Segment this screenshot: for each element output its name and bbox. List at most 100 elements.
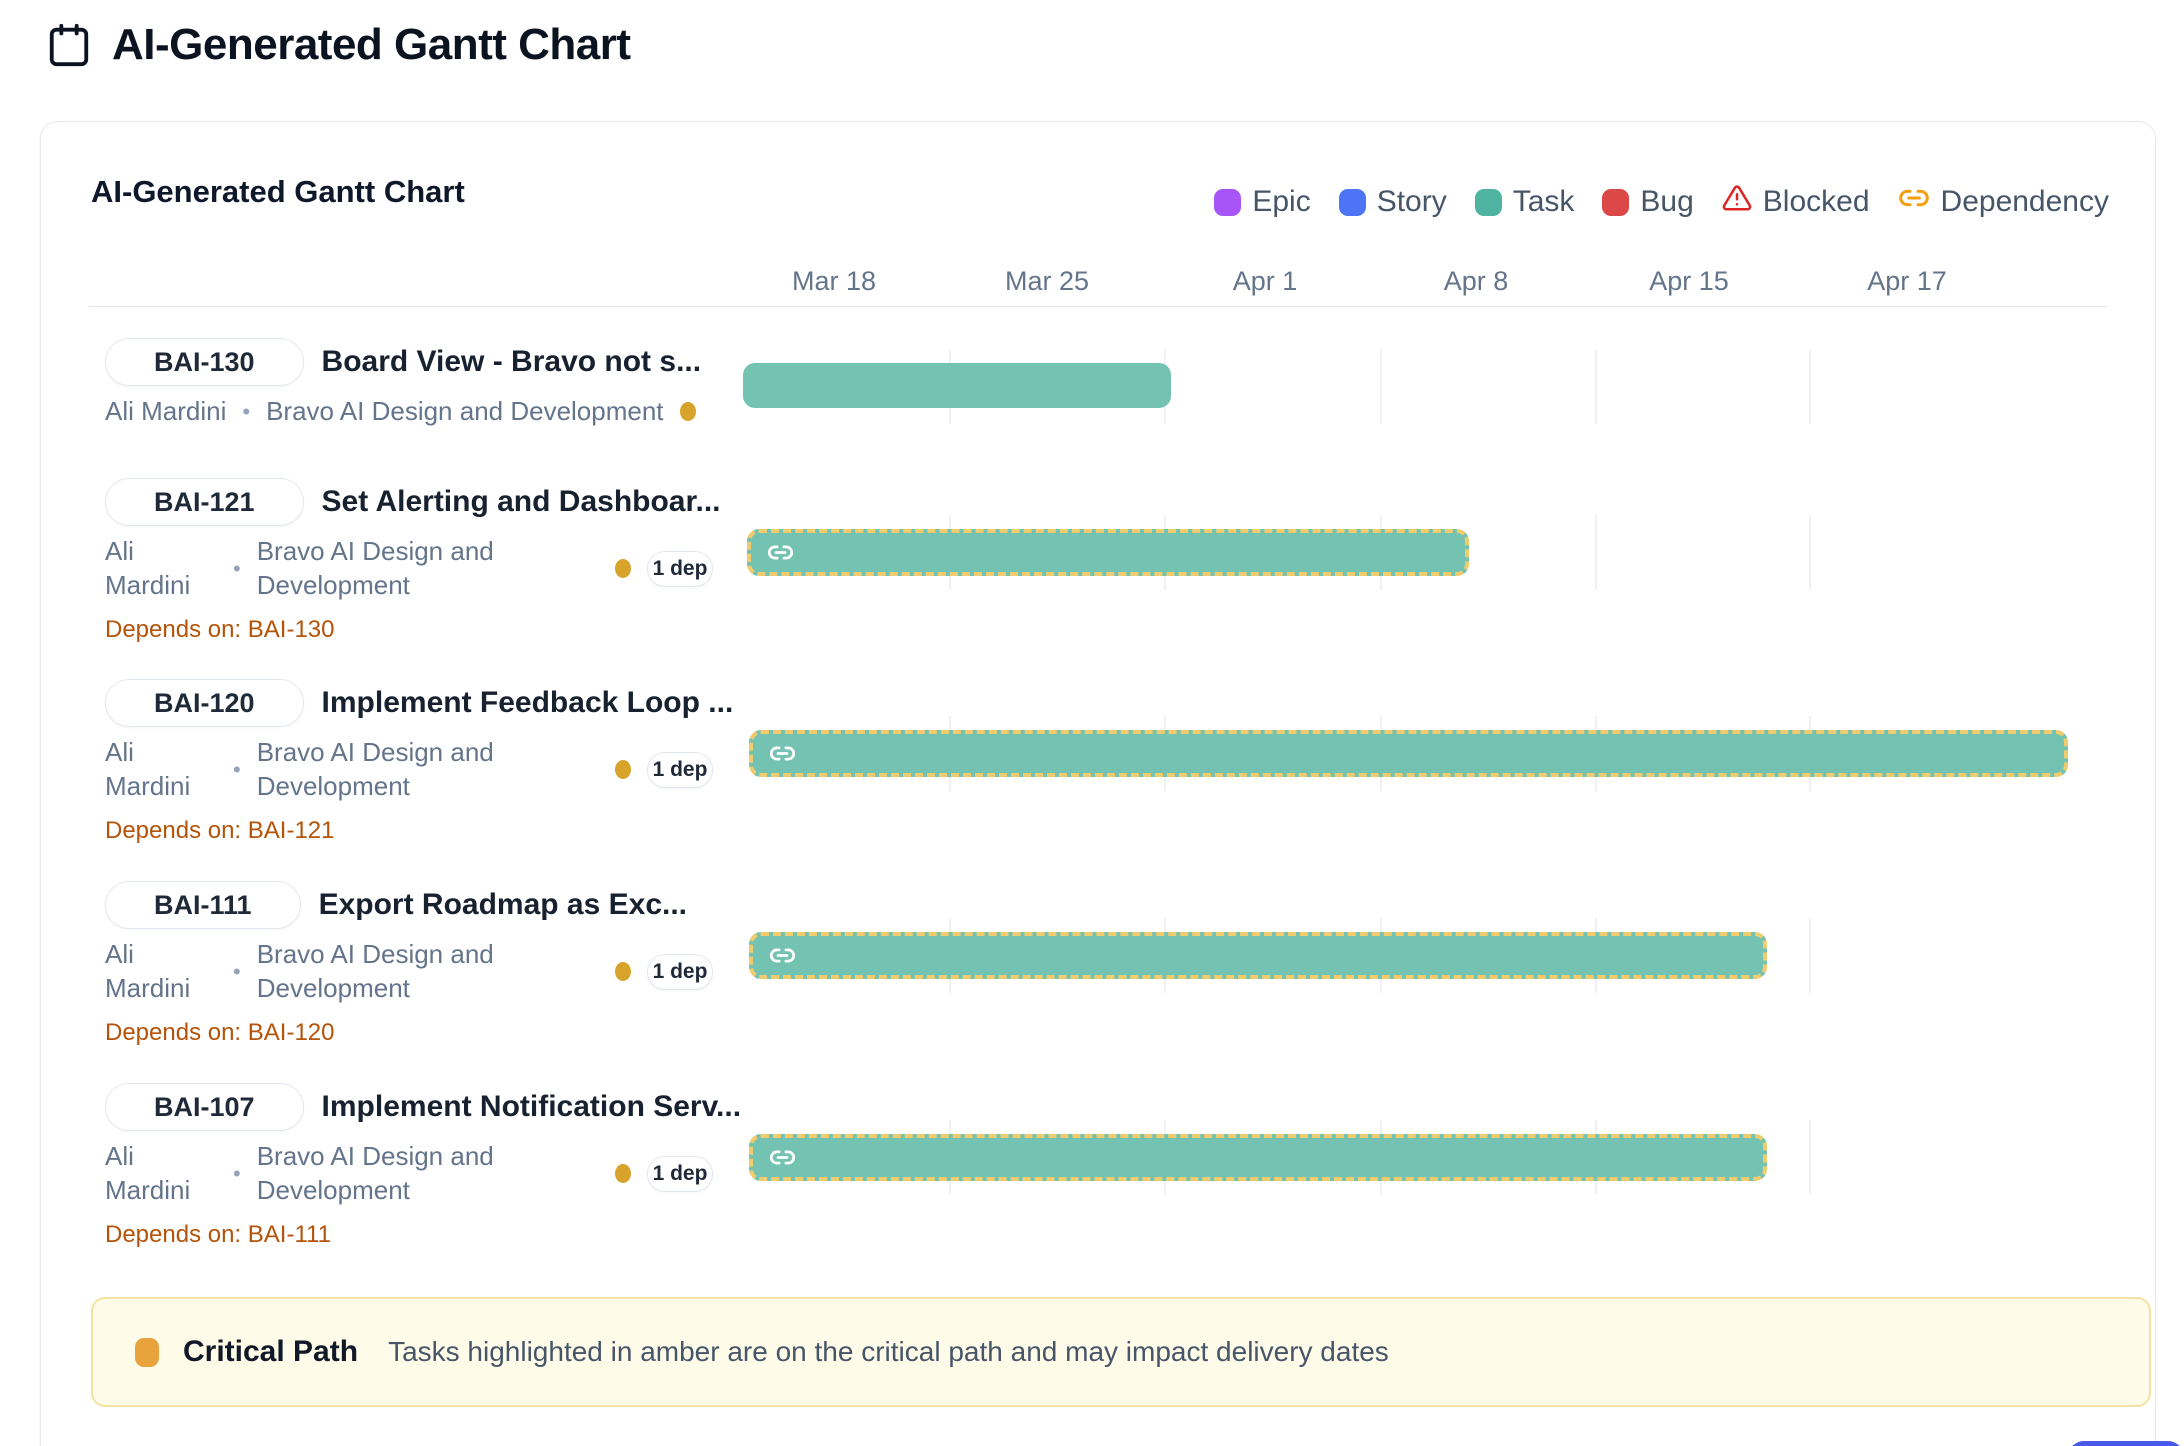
depends-on-note: Depends on: BAI-111	[105, 1220, 331, 1248]
legend-item: Bug	[1602, 185, 1694, 219]
timeline-date-label: Mar 25	[1004, 266, 1090, 296]
legend-label: Story	[1376, 185, 1447, 218]
gridline	[1595, 349, 1597, 424]
dep-count-badge: 1 dep	[647, 953, 713, 990]
team-name: Bravo AI Design and Development	[256, 1141, 494, 1205]
team-name: Bravo AI Design and Development	[256, 737, 494, 801]
critical-path-dot-icon	[135, 1337, 159, 1367]
task-id-badge[interactable]: BAI-107	[105, 1083, 304, 1131]
critical-path-description: Tasks highlighted in amber are on the cr…	[388, 1336, 1389, 1367]
gridline	[1809, 349, 1811, 424]
task-meta: Ali Mardini • Bravo AI Design and Develo…	[105, 395, 745, 429]
critical-path-label: Critical Path	[183, 1335, 359, 1368]
legend-swatch	[1602, 188, 1630, 216]
task-title: Set Alerting and Dashboar...	[321, 485, 721, 518]
card-title: AI-Generated Gantt Chart	[91, 174, 465, 209]
task-id-badge[interactable]: BAI-111	[105, 881, 301, 929]
task-row: BAI-130 Board View - Bravo not s... Ali …	[105, 338, 745, 429]
legend-item: Story	[1338, 185, 1447, 219]
legend-item: Task	[1474, 185, 1574, 219]
meta-separator: •	[233, 958, 241, 984]
legend-label: Blocked	[1762, 185, 1870, 218]
team-name: Bravo AI Design and Development	[266, 396, 664, 426]
legend-label: Bug	[1640, 185, 1694, 218]
task-bar-critical[interactable]	[747, 529, 1469, 576]
legend-label: Epic	[1252, 185, 1311, 218]
primary-action-button[interactable]	[2068, 1441, 2184, 1446]
task-row: BAI-107 Implement Notification Serv... A…	[105, 1083, 745, 1249]
gridline	[1809, 918, 1811, 993]
legend-item: Blocked	[1722, 183, 1870, 221]
task-row: BAI-111 Export Roadmap as Exc... Ali Mar…	[105, 881, 745, 1047]
task-bar-critical[interactable]	[749, 1134, 1767, 1181]
task-meta: Ali Mardini • Bravo AI Design and Develo…	[105, 736, 713, 804]
dependency-link-icon	[769, 740, 796, 767]
task-meta: Ali Mardini • Bravo AI Design and Develo…	[105, 938, 713, 1006]
meta-separator: •	[242, 398, 251, 424]
gridline	[1809, 1120, 1811, 1195]
dependency-link-icon	[767, 539, 794, 566]
task-title: Implement Notification Serv...	[321, 1090, 742, 1123]
task-id-badge[interactable]: BAI-121	[105, 478, 304, 526]
critical-amber-dot-icon	[615, 760, 631, 780]
legend: Epic Story Task Bug Blocked	[1214, 182, 2109, 222]
timeline-date-label: Mar 18	[791, 266, 877, 296]
depends-on-note: Depends on: BAI-121	[105, 816, 335, 844]
team-name: Bravo AI Design and Development	[256, 939, 494, 1003]
legend-swatch	[1214, 188, 1242, 216]
task-bar-critical[interactable]	[749, 932, 1767, 979]
legend-swatch	[1474, 188, 1502, 216]
task-title: Export Roadmap as Exc...	[318, 888, 688, 921]
task-row: BAI-120 Implement Feedback Loop ... Ali …	[105, 679, 745, 845]
meta-separator: •	[233, 756, 241, 782]
gridline	[1380, 349, 1382, 424]
timeline-date-label: Apr 15	[1649, 266, 1729, 296]
depends-on-note: Depends on: BAI-130	[105, 615, 335, 643]
critical-amber-dot-icon	[679, 402, 696, 422]
legend-item: Epic	[1214, 185, 1311, 219]
timeline-header: Mar 18 Mar 25 Apr 1 Apr 8 Apr 15 Apr 17	[41, 266, 2155, 306]
legend-swatch	[1338, 188, 1366, 216]
timeline-date-label: Apr 8	[1443, 266, 1509, 296]
dep-count-badge: 1 dep	[647, 550, 713, 587]
timeline-divider	[89, 306, 2107, 307]
critical-amber-dot-icon	[615, 1164, 631, 1184]
critical-path-note: Critical Path Tasks highlighted in amber…	[91, 1297, 2151, 1407]
task-id-badge[interactable]: BAI-130	[105, 338, 304, 386]
timeline-date-label: Apr 1	[1232, 266, 1298, 296]
blocked-warning-icon	[1722, 183, 1752, 221]
dep-count-badge: 1 dep	[647, 1155, 713, 1192]
meta-separator: •	[233, 555, 241, 581]
team-name: Bravo AI Design and Development	[256, 536, 494, 600]
gantt-card: AI-Generated Gantt Chart Epic Story Task…	[40, 121, 2156, 1446]
task-bar-critical[interactable]	[749, 730, 2068, 777]
task-meta: Ali Mardini • Bravo AI Design and Develo…	[105, 1140, 713, 1208]
assignee-name: Ali Mardini	[105, 396, 227, 426]
task-meta: Ali Mardini • Bravo AI Design and Develo…	[105, 535, 713, 603]
dep-count-badge: 1 dep	[647, 751, 713, 788]
depends-on-note: Depends on: BAI-120	[105, 1018, 335, 1046]
assignee-name: Ali Mardini	[105, 939, 191, 1003]
task-title: Board View - Bravo not s...	[321, 345, 702, 378]
assignee-name: Ali Mardini	[105, 737, 191, 801]
legend-label: Dependency	[1940, 185, 2109, 218]
calendar-icon	[46, 22, 92, 68]
gridline	[1809, 515, 1811, 590]
gridline	[1595, 515, 1597, 590]
task-row: BAI-121 Set Alerting and Dashboar... Ali…	[105, 478, 745, 644]
timeline-date-label: Apr 17	[1867, 266, 1947, 296]
assignee-name: Ali Mardini	[105, 1141, 191, 1205]
meta-separator: •	[233, 1160, 241, 1186]
legend-item: Dependency	[1898, 182, 2109, 222]
dependency-link-icon	[769, 1144, 796, 1171]
critical-amber-dot-icon	[615, 559, 631, 579]
task-bar[interactable]	[743, 363, 1171, 408]
task-title: Implement Feedback Loop ...	[321, 686, 734, 719]
page-header: AI-Generated Gantt Chart	[46, 20, 631, 70]
task-id-badge[interactable]: BAI-120	[105, 679, 304, 727]
critical-amber-dot-icon	[615, 962, 631, 982]
page-title: AI-Generated Gantt Chart	[112, 20, 631, 69]
dependency-link-icon	[1898, 182, 1930, 222]
assignee-name: Ali Mardini	[105, 536, 191, 600]
